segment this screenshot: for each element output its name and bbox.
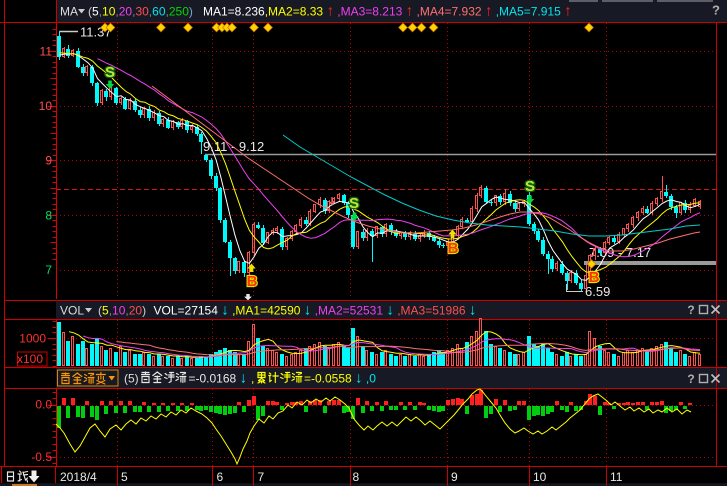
svg-text:11: 11 (40, 44, 53, 58)
svg-text:x100: x100 (17, 352, 43, 366)
svg-text:B: B (247, 273, 258, 290)
svg-text:6.59: 6.59 (585, 284, 610, 299)
svg-text:9: 9 (451, 470, 458, 484)
svg-text:9.11 - 9.12: 9.11 - 9.12 (203, 139, 264, 154)
svg-text:S: S (105, 64, 115, 81)
svg-text:-0.5: -0.5 (31, 450, 52, 464)
svg-text:=-0.0558 ↓ ,0: =-0.0558 ↓ ,0 (304, 370, 376, 387)
svg-text:2018/4: 2018/4 (60, 470, 97, 484)
svg-text:B: B (589, 269, 600, 286)
svg-text:6: 6 (217, 470, 224, 484)
svg-text:0.0: 0.0 (35, 398, 52, 412)
svg-text:7: 7 (258, 470, 265, 484)
svg-text:VOL=27154 ↓ ,MA1=42590 ↓ ,MA2=: VOL=27154 ↓ ,MA1=42590 ↓ ,MA2=52531 ↓ ,M… (154, 302, 477, 319)
svg-text:7: 7 (45, 263, 52, 277)
svg-text:10: 10 (39, 99, 53, 113)
svg-text:1000: 1000 (19, 332, 46, 346)
svg-text:?: ? (687, 303, 694, 317)
svg-text:(5,10,20,30,60,250): (5,10,20,30,60,250) (88, 5, 193, 19)
svg-text:?: ? (712, 3, 720, 18)
svg-text:8: 8 (353, 470, 360, 484)
svg-text:S: S (525, 178, 535, 195)
svg-text:?: ? (687, 372, 694, 386)
svg-text:B: B (448, 240, 459, 257)
svg-text:VOL: VOL (60, 304, 84, 318)
svg-text:MA: MA (60, 5, 78, 19)
svg-text:(5): (5) (124, 372, 139, 386)
svg-text:=-0.0168 ↓: =-0.0168 ↓ (189, 370, 248, 387)
svg-text:(5,10,20): (5,10,20) (98, 304, 146, 318)
svg-text:S: S (349, 195, 359, 212)
svg-text:9: 9 (45, 154, 52, 168)
svg-text:MA1=8.236,MA2=8.33 ↑ ,MA3=8.21: MA1=8.236,MA2=8.33 ↑ ,MA3=8.213 ↑ ,MA4=7… (203, 3, 572, 20)
svg-text:10: 10 (533, 470, 547, 484)
svg-text:5: 5 (121, 470, 128, 484)
svg-text:,: , (251, 372, 254, 386)
svg-text:8: 8 (45, 208, 52, 222)
svg-text:11: 11 (610, 470, 623, 484)
